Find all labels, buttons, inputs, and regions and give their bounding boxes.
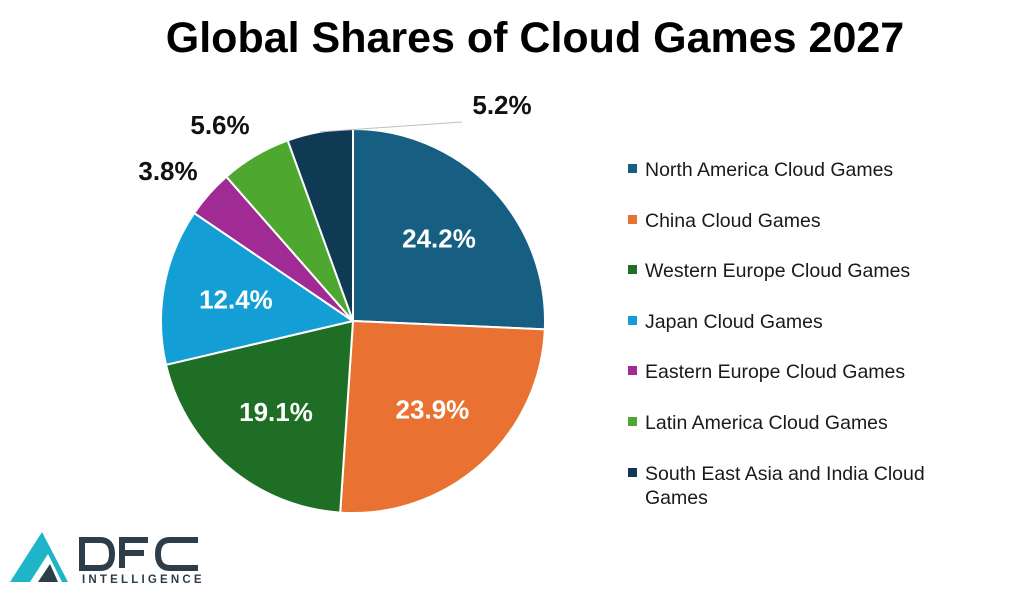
logo-subtitle: INTELLIGENCE	[82, 574, 205, 586]
legend-swatch	[628, 265, 637, 275]
legend-item-5: Eastern Europe Cloud Games	[628, 360, 968, 411]
pie-slice-2	[339, 319, 546, 514]
legend-swatch	[628, 164, 637, 173]
legend-label: Japan Cloud Games	[645, 310, 823, 333]
pie-slices	[160, 127, 546, 514]
data-label-4: 12.4%	[199, 284, 273, 314]
legend-label: Western Europe Cloud Games	[645, 260, 911, 283]
data-label-7: 5.2%	[472, 90, 531, 120]
pie-slice-7	[286, 127, 354, 322]
legend-swatch	[628, 467, 637, 477]
legend-item-2: China Cloud Games	[628, 209, 968, 260]
legend: North America Cloud Games China Cloud Gam…	[628, 158, 968, 512]
pie-slice-1	[352, 127, 546, 331]
pie-slice-3	[164, 319, 355, 514]
dfc-logo-mark-icon: INTELLIGENCE	[10, 532, 205, 586]
legend-item-6: Latin America Cloud Games	[628, 411, 968, 462]
chart-title: Global Shares of Cloud Games 2027	[165, 14, 905, 62]
data-label-2: 23.9%	[396, 395, 470, 425]
legend-label: North America Cloud Games	[645, 159, 894, 181]
data-label-3: 19.1%	[239, 397, 313, 427]
legend-item-1: North America Cloud Games	[628, 158, 968, 209]
legend-label: Eastern Europe Cloud Games	[645, 361, 906, 384]
legend-label: Latin America Cloud Games	[645, 411, 888, 434]
dfc-intelligence-logo: INTELLIGENCE	[8, 524, 218, 586]
legend-label: China Cloud Games	[645, 209, 821, 232]
legend-swatch	[628, 214, 637, 224]
data-labels: 24.2% 23.9% 19.1% 12.4% 3.8% 5.6% 5.2%	[138, 90, 531, 427]
leader-line-7	[319, 121, 463, 133]
legend-swatch	[628, 366, 637, 376]
legend-item-3: Western Europe Cloud Games	[628, 259, 968, 310]
data-label-1: 24.2%	[402, 224, 476, 254]
pie-slice-4	[160, 211, 356, 366]
data-label-6: 5.6%	[190, 110, 249, 140]
legend-item-4: Japan Cloud Games	[628, 310, 968, 361]
legend-swatch	[628, 315, 637, 325]
data-label-5: 3.8%	[138, 156, 197, 186]
legend-label: South East Asia and India Cloud Games	[645, 462, 925, 509]
leader-lines	[319, 121, 463, 133]
legend-item-7: South East Asia and India Cloud Games	[628, 462, 968, 513]
legend-swatch	[628, 416, 637, 426]
